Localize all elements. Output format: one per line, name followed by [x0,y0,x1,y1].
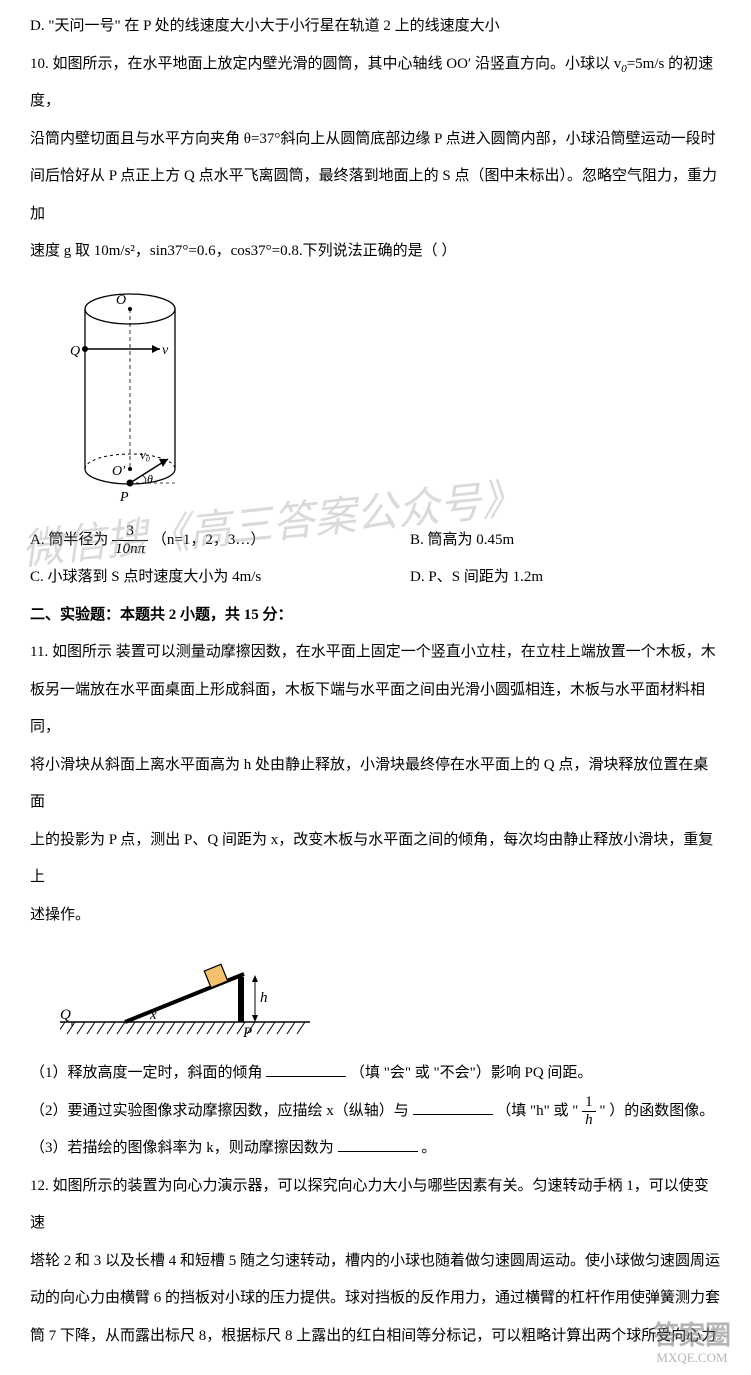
q11-sub1: （1）释放高度一定时，斜面的倾角 （填 "会" 或 "不会"）影响 PQ 间距。 [30,1055,721,1093]
q11-sub2: （2）要通过实验图像求动摩擦因数，应描绘 x（纵轴）与 （填 "h" 或 " 1… [30,1093,721,1131]
q11-sub1-blank[interactable] [266,1056,346,1077]
q10-option-a: A. 筒半径为 3 10nπ （n=1，2，3…） [30,522,410,560]
prev-question-option-d: D. "天问一号" 在 P 处的线速度大小大于小行星在轨道 2 上的线速度大小 [30,8,721,46]
q12-line1: 12. 如图所示的装置为向心力演示器，可以探究向心力大小与哪些因素有关。匀速转动… [30,1168,721,1243]
svg-text:θ: θ [147,472,153,486]
q11-line1: 11. 如图所示 装置可以测量动摩擦因数，在水平面上固定一个竖直小立柱，在立柱上… [30,634,721,672]
q11-sub3-blank[interactable] [338,1131,418,1152]
q10-options-row2: C. 小球落到 S 点时速度大小为 4m/s D. P、S 间距为 1.2m [30,559,721,597]
q11-line5: 述操作。 [30,897,721,935]
q11-sub3: （3）若描绘的图像斜率为 k，则动摩擦因数为 。 [30,1130,721,1168]
incline-figure: h Q P x [60,942,721,1047]
q11-sub2-b: （填 "h" 或 " [496,1103,578,1119]
svg-text:v₀: v₀ [140,447,150,462]
q10-text-line4: 速度 g 取 10m/s²，sin37°=0.6，cos37°=0.8.下列说法… [30,233,721,271]
svg-text:O′: O′ [112,464,126,479]
q10-optA-pre: A. 筒半径为 [30,532,112,548]
q11-sub1-b: （填 "会" 或 "不会"）影响 PQ 间距。 [350,1065,592,1081]
svg-text:P: P [119,490,129,505]
q11-sub2-num: 1 [582,1094,596,1112]
section-2-header: 二、实验题：本题共 2 小题，共 15 分： [30,597,721,635]
svg-text:Q: Q [70,344,80,359]
q10-options-row1: A. 筒半径为 3 10nπ （n=1，2，3…） B. 筒高为 0.45m [30,522,721,560]
q12-line4: 筒 7 下降，从而露出标尺 8，根据标尺 8 上露出的红白相间等分标记，可以粗略… [30,1318,721,1356]
q10-optA-num: 3 [112,523,148,541]
q10-text-line2: 沿筒内壁切面且与水平方向夹角 θ=37°斜向上从圆筒底部边缘 P 点进入圆筒内部… [30,121,721,159]
q10-text-line1: 10. 如图所示，在水平地面上放定内壁光滑的圆筒，其中心轴线 OO′ 沿竖直方向… [30,46,721,121]
svg-text:Q: Q [60,1007,71,1023]
q11-sub2-a: （2）要通过实验图像求动摩擦因数，应描绘 x（纵轴）与 [30,1103,409,1119]
q12-line2: 塔轮 2 和 3 以及长槽 4 和短槽 5 随之匀速转动，槽内的小球也随着做匀速… [30,1243,721,1281]
q11-sub1-a: （1）释放高度一定时，斜面的倾角 [30,1065,263,1081]
q11-sub3-b: 。 [421,1140,436,1156]
svg-text:O: O [116,293,126,308]
svg-text:h: h [260,990,268,1006]
q11-sub2-fraction: 1 h [582,1094,596,1128]
q10-l1a: 10. 如图所示，在水平地面上放定内壁光滑的圆筒，其中心轴线 OO′ 沿竖直方向… [30,56,621,72]
svg-text:P: P [242,1025,252,1041]
q11-line4: 上的投影为 P 点，测出 P、Q 间距为 x，改变木板与水平面之间的倾角，每次均… [30,822,721,897]
q10-option-c: C. 小球落到 S 点时速度大小为 4m/s [30,559,410,597]
q11-sub2-c: " ）的函数图像。 [599,1103,714,1119]
cylinder-figure: O O′ Q v P v₀ θ [60,279,721,514]
svg-text:x: x [149,1007,157,1023]
svg-text:v: v [162,343,169,358]
q11-sub3-a: （3）若描绘的图像斜率为 k，则动摩擦因数为 [30,1140,334,1156]
q10-text-line3: 间后恰好从 P 点正上方 Q 点水平飞离圆筒，最终落到地面上的 S 点（图中未标… [30,158,721,233]
q10-optA-post: （n=1，2，3…） [152,532,265,548]
q12-line3: 动的向心力由横臂 6 的挡板对小球的压力提供。球对挡板的反作用力，通过横臂的杠杆… [30,1280,721,1318]
q10-option-b: B. 筒高为 0.45m [410,522,721,560]
q11-sub2-den: h [582,1112,596,1129]
q11-sub2-blank[interactable] [413,1094,493,1115]
q11-line3: 将小滑块从斜面上离水平面高为 h 处由静止释放，小滑块最终停在水平面上的 Q 点… [30,747,721,822]
q10-option-d: D. P、S 间距为 1.2m [410,559,721,597]
q11-line2: 板另一端放在水平面桌面上形成斜面，木板下端与水平面之间由光滑小圆弧相连，木板与水… [30,672,721,747]
q10-optA-den: 10nπ [112,541,148,558]
q10-optA-fraction: 3 10nπ [112,523,148,557]
